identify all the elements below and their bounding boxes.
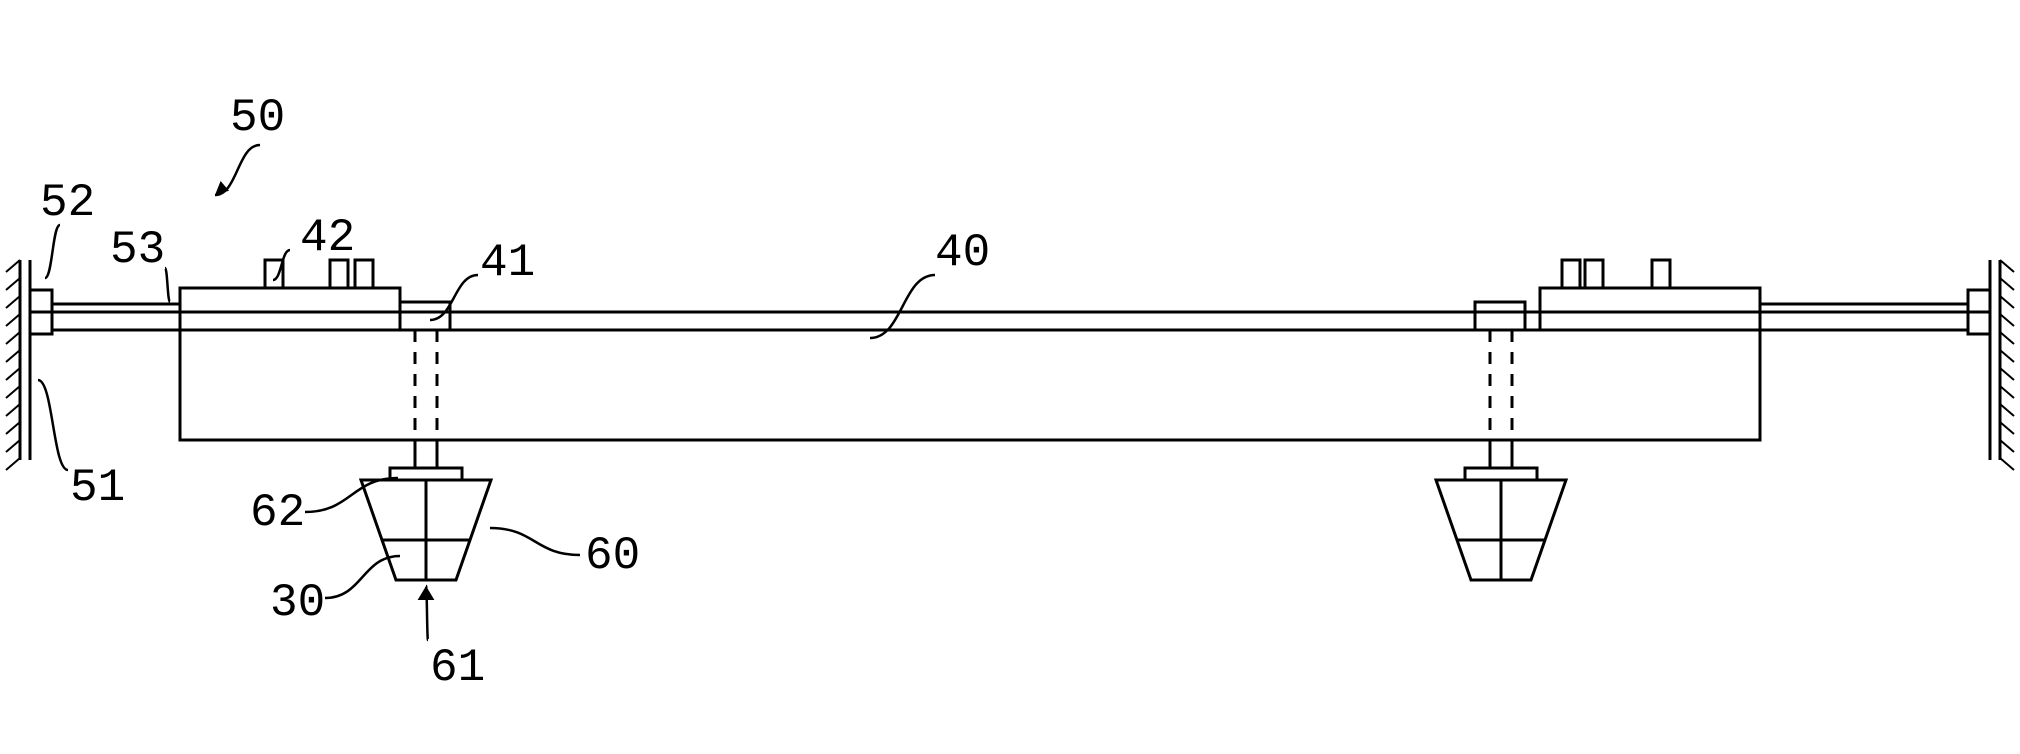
svg-text:50: 50 — [230, 92, 285, 144]
svg-text:52: 52 — [40, 177, 95, 229]
svg-text:62: 62 — [250, 487, 305, 539]
svg-text:42: 42 — [300, 212, 355, 264]
svg-text:40: 40 — [935, 227, 990, 279]
svg-text:61: 61 — [430, 642, 485, 694]
svg-text:30: 30 — [270, 577, 325, 629]
svg-text:53: 53 — [110, 224, 165, 276]
svg-text:51: 51 — [70, 462, 125, 514]
svg-text:60: 60 — [585, 530, 640, 582]
svg-text:41: 41 — [480, 237, 535, 289]
